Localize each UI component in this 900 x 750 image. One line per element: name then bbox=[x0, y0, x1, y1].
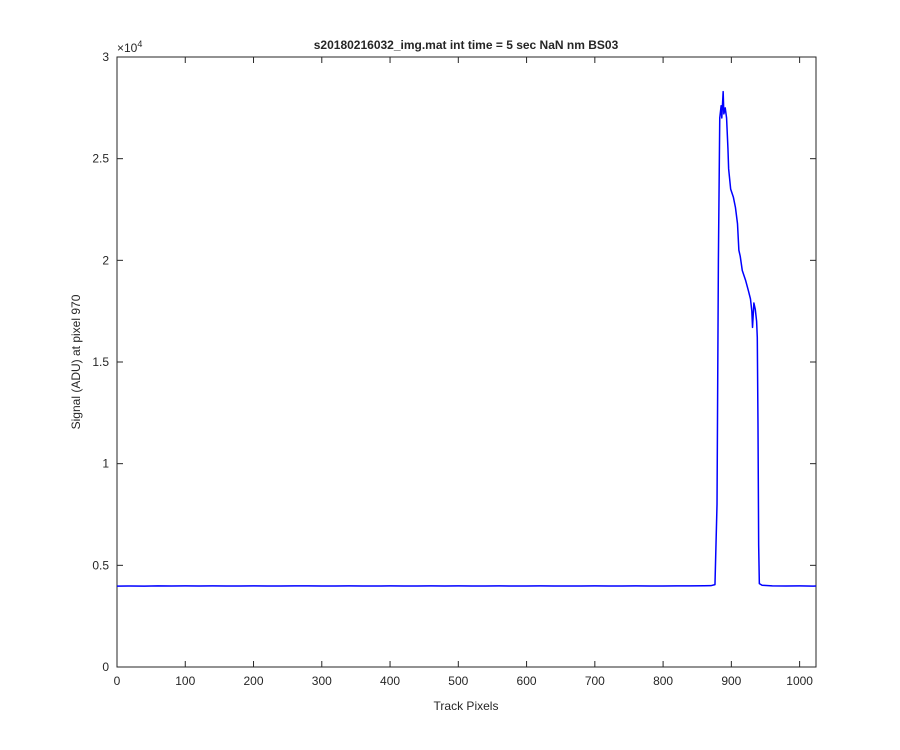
x-tick-label: 900 bbox=[721, 674, 741, 688]
x-tick-label: 400 bbox=[380, 674, 400, 688]
x-tick-label: 300 bbox=[312, 674, 332, 688]
x-axis-label: Track Pixels bbox=[434, 699, 499, 713]
y-multiplier-base: ×10 bbox=[117, 41, 138, 55]
x-tick-label: 1000 bbox=[786, 674, 813, 688]
chart-title: s20180216032_img.mat int time = 5 sec Na… bbox=[314, 38, 619, 52]
plot-frame bbox=[116, 56, 817, 668]
x-tick-label: 0 bbox=[114, 674, 121, 688]
y-tick-label: 3 bbox=[102, 50, 109, 64]
y-multiplier-exponent: 4 bbox=[137, 39, 142, 49]
y-tick-label: 0.5 bbox=[92, 558, 109, 572]
x-tick-label: 800 bbox=[653, 674, 673, 688]
y-tick-label: 2 bbox=[102, 253, 109, 267]
x-tick-label: 600 bbox=[517, 674, 537, 688]
y-tick-label: 2.5 bbox=[92, 152, 109, 166]
x-tick-label: 700 bbox=[585, 674, 605, 688]
y-tick-label: 1 bbox=[102, 457, 109, 471]
x-tick-label: 100 bbox=[175, 674, 195, 688]
y-tick-label: 0 bbox=[102, 660, 109, 674]
y-axis-label: Signal (ADU) at pixel 970 bbox=[69, 294, 83, 429]
x-tick-label: 500 bbox=[448, 674, 468, 688]
data-line bbox=[116, 90, 817, 587]
y-multiplier: ×104 bbox=[117, 39, 142, 55]
y-tick-label: 1.5 bbox=[92, 355, 109, 369]
x-tick-label: 200 bbox=[244, 674, 264, 688]
